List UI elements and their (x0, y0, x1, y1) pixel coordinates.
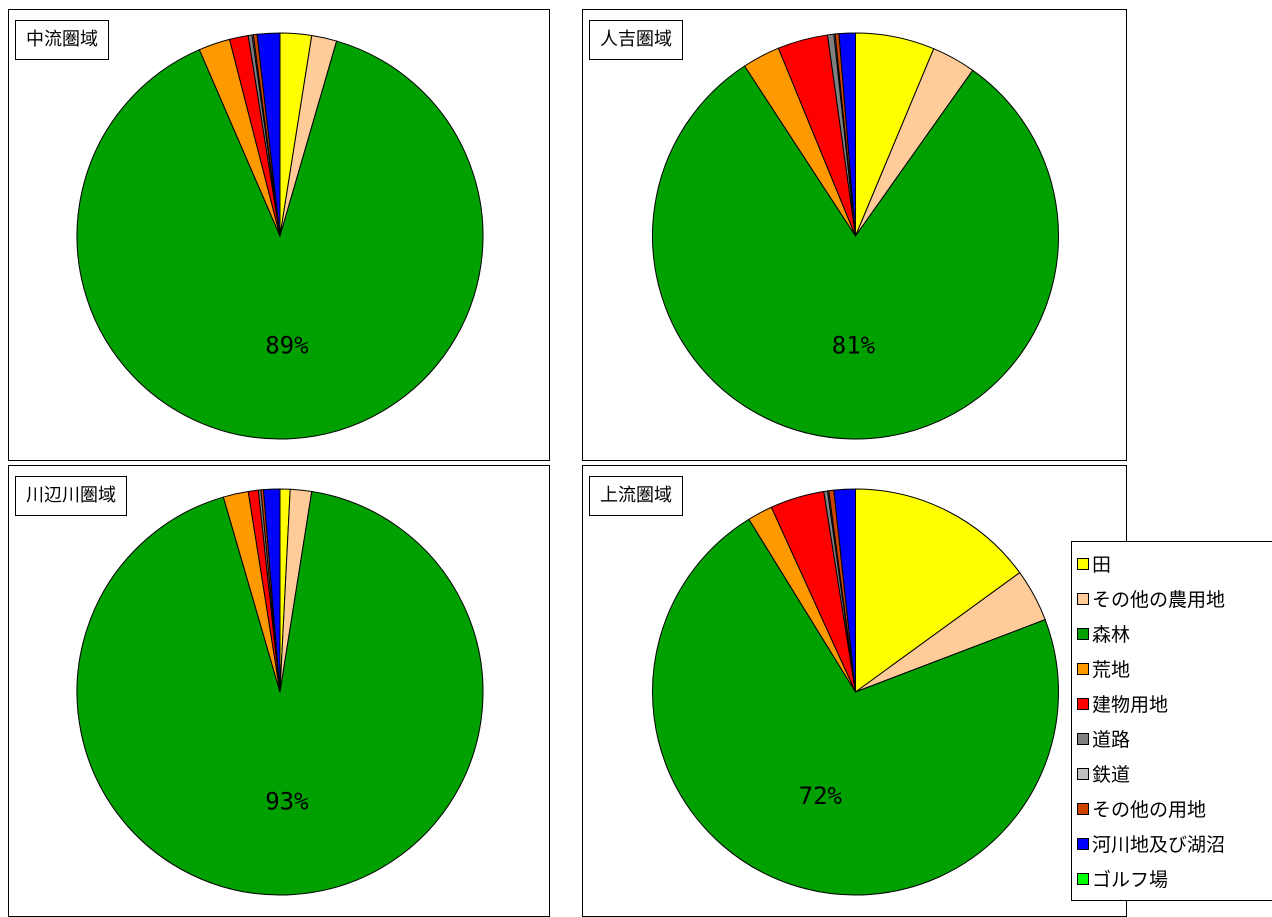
legend-swatch (1077, 802, 1089, 815)
chart-title: 川辺川圏域 (15, 476, 127, 516)
pie-slice-森林 (76, 40, 484, 440)
legend-label: その他の用地 (1092, 799, 1207, 821)
pie-slice-田 (855, 488, 1021, 693)
chart-title: 中流圏域 (15, 20, 109, 60)
pie-slice-森林 (652, 65, 1059, 440)
pie-slice-河川地及び湖沼 (833, 488, 856, 693)
legend-label: 森林 (1092, 624, 1131, 646)
legend-swatch (1077, 627, 1089, 640)
pie-slice-森林 (652, 518, 1059, 896)
pie-slice-河川地及び湖沼 (262, 488, 281, 693)
legend-swatch (1077, 872, 1089, 885)
pie-chart-hitoyoshi: 81% (652, 32, 1059, 440)
legend-label: その他の農用地 (1092, 589, 1226, 611)
data-label: 89% (265, 331, 309, 359)
legend-item: 河川地及び湖沼 (1077, 826, 1272, 861)
chart-title: 人吉圏域 (589, 20, 683, 60)
pie-chart-joryu: 72% (652, 488, 1059, 896)
data-label: 81% (832, 332, 876, 360)
legend-item: 道路 (1077, 721, 1272, 756)
legend-swatch (1077, 767, 1089, 780)
pie-panel-kawabegawa: 93% 川辺川圏域 (8, 465, 550, 917)
pie-chart-kawabegawa: 93% (76, 488, 484, 896)
data-label: 72% (799, 782, 843, 810)
legend-swatch (1077, 592, 1089, 605)
legend-label: 荒地 (1092, 659, 1131, 681)
legend-item: 田 (1077, 546, 1272, 581)
pie-panel-churyu: 89% 中流圏域 (8, 9, 550, 461)
chart-legend: 田 その他の農用地 森林 荒地 建物用地 道路 鉄道 その他の用地 河川地及び湖… (1071, 541, 1272, 901)
legend-item: ゴルフ場 (1077, 861, 1272, 896)
legend-swatch (1077, 697, 1089, 710)
legend-item: 森林 (1077, 616, 1272, 651)
legend-label: 田 (1092, 554, 1112, 576)
pie-slice-河川地及び湖沼 (838, 32, 856, 237)
legend-item: 建物用地 (1077, 686, 1272, 721)
data-label: 93% (265, 787, 309, 815)
legend-label: 道路 (1092, 729, 1131, 751)
legend-swatch (1077, 837, 1089, 850)
pie-slice-森林 (76, 490, 484, 896)
legend-item: その他の用地 (1077, 791, 1272, 826)
legend-item: 荒地 (1077, 651, 1272, 686)
pie-chart-churyu: 89% (76, 32, 484, 440)
pie-slice-河川地及び湖沼 (256, 32, 281, 237)
legend-label: 鉄道 (1092, 764, 1131, 786)
legend-label: ゴルフ場 (1092, 869, 1169, 891)
legend-item: 鉄道 (1077, 756, 1272, 791)
pie-panel-hitoyoshi: 81% 人吉圏域 (582, 9, 1127, 461)
legend-swatch (1077, 662, 1089, 675)
legend-label: 河川地及び湖沼 (1092, 834, 1226, 856)
legend-item: その他の農用地 (1077, 581, 1272, 616)
legend-swatch (1077, 557, 1089, 570)
chart-title: 上流圏域 (589, 476, 683, 516)
legend-swatch (1077, 732, 1089, 745)
legend-label: 建物用地 (1092, 694, 1169, 716)
pie-panel-joryu: 72% 上流圏域 (582, 465, 1127, 917)
